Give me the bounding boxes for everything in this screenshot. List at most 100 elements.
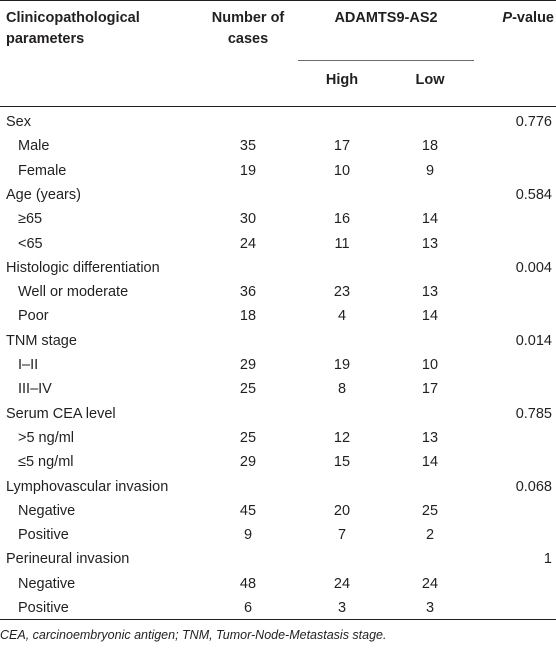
row-label: Positive <box>18 527 69 544</box>
row-label: Serum CEA level <box>6 405 116 422</box>
row-high: 16 <box>333 211 351 228</box>
row-cases: 9 <box>243 527 253 544</box>
table-row: Poor 18 4 14 <box>0 304 556 328</box>
row-high: 23 <box>333 284 351 301</box>
header-cases: Number of cases <box>211 10 285 47</box>
row-high: 3 <box>337 600 347 616</box>
row-low: 14 <box>421 454 439 471</box>
row-label: Sex <box>6 114 31 130</box>
table-row: Negative 45 20 25 <box>0 499 556 523</box>
table-top-rule <box>0 0 556 1</box>
header-bottom-rule <box>0 106 556 107</box>
row-label: Negative <box>18 575 76 592</box>
table-row: Negative 48 24 24 <box>0 572 556 596</box>
row-p-value: 0.776 <box>515 114 552 130</box>
table-row: Serum CEA level 0.785 <box>0 402 556 426</box>
row-p-value: 0.014 <box>515 332 552 349</box>
row-low: 25 <box>421 502 439 519</box>
row-cases: 25 <box>239 381 257 398</box>
row-cases: 18 <box>239 308 257 325</box>
row-label: Lymphovascular invasion <box>6 478 169 495</box>
row-high: 10 <box>333 162 351 179</box>
row-high: 8 <box>337 381 347 398</box>
table-row: Histologic differentiation 0.004 <box>0 256 556 280</box>
row-label: >5 ng/ml <box>18 429 75 446</box>
row-cases: 35 <box>239 138 257 155</box>
row-cases: 30 <box>239 211 257 228</box>
row-cases: 45 <box>239 502 257 519</box>
row-p-value: 0.584 <box>515 186 552 203</box>
row-label: <65 <box>18 235 43 252</box>
row-low: 13 <box>421 235 439 252</box>
table-bottom-rule <box>0 619 556 620</box>
row-cases: 48 <box>239 575 257 592</box>
table-row: III–IV 25 8 17 <box>0 377 556 401</box>
table-footnote: CEA, carcinoembryonic antigen; TNM, Tumo… <box>0 628 387 642</box>
table-row: Age (years) 0.584 <box>0 183 556 207</box>
row-cases: 24 <box>239 235 257 252</box>
row-label: Poor <box>18 308 49 325</box>
table-row: >5 ng/ml 25 12 13 <box>0 426 556 450</box>
table-row: Well or moderate 36 23 13 <box>0 280 556 304</box>
header-params: Clinicopathological parameters <box>6 10 140 47</box>
table-row: Perineural invasion 1 <box>0 547 556 571</box>
row-cases: 6 <box>243 600 253 616</box>
row-label: Negative <box>18 502 76 519</box>
row-high: 12 <box>333 429 351 446</box>
table-row: TNM stage 0.014 <box>0 329 556 353</box>
row-label: I–II <box>18 357 39 373</box>
row-low: 17 <box>421 381 439 398</box>
row-high: 24 <box>333 575 351 592</box>
row-high: 4 <box>337 308 347 325</box>
row-low: 10 <box>421 357 439 373</box>
row-high: 11 <box>334 235 350 252</box>
row-low: 14 <box>421 211 439 228</box>
row-low: 2 <box>425 527 435 544</box>
row-cases: 29 <box>239 454 257 471</box>
header-p-suffix: -value <box>512 10 554 26</box>
row-high: 15 <box>333 454 351 471</box>
row-label: ≥65 <box>18 211 43 228</box>
row-label: Positive <box>18 600 69 616</box>
row-low: 24 <box>421 575 439 592</box>
row-low: 13 <box>421 284 439 301</box>
row-cases: 36 <box>239 284 257 301</box>
row-low: 3 <box>425 600 435 616</box>
row-p-value: 0.068 <box>515 478 552 495</box>
gene-subheader-rule <box>298 60 474 61</box>
table-row: ≥65 30 16 14 <box>0 207 556 231</box>
table-row: I–II 29 19 10 <box>0 353 556 377</box>
row-label: III–IV <box>18 381 52 398</box>
row-label: Female <box>18 162 67 179</box>
row-low: 18 <box>421 138 439 155</box>
row-p-value: 1 <box>543 551 552 568</box>
row-high: 17 <box>333 138 351 155</box>
row-label: Male <box>18 138 50 155</box>
row-high: 7 <box>337 527 347 544</box>
row-label: TNM stage <box>6 332 77 349</box>
row-low: 9 <box>425 162 435 179</box>
table-row: ≤5 ng/ml 29 15 14 <box>0 450 556 474</box>
table-row: Positive 6 3 3 <box>0 596 556 620</box>
row-label: Perineural invasion <box>6 551 130 568</box>
table-row: Sex 0.776 <box>0 110 556 134</box>
header-p-value: P-value <box>476 8 554 29</box>
header-low: Low <box>415 72 445 88</box>
row-p-value: 0.785 <box>515 405 552 422</box>
row-label: Histologic differentiation <box>6 259 160 276</box>
header-p-italic: P <box>502 10 513 26</box>
row-low: 14 <box>421 308 439 325</box>
table-row: Male 35 17 18 <box>0 134 556 158</box>
row-cases: 19 <box>239 162 257 179</box>
row-cases: 29 <box>239 357 257 373</box>
row-label: ≤5 ng/ml <box>18 454 74 471</box>
table-row: Positive 9 7 2 <box>0 523 556 547</box>
table-row: Female 19 10 9 <box>0 159 556 183</box>
header-gene: ADAMTS9-AS2 <box>334 10 438 26</box>
row-high: 20 <box>333 502 351 519</box>
row-cases: 25 <box>239 429 257 446</box>
table-row: Lymphovascular invasion 0.068 <box>0 475 556 499</box>
row-low: 13 <box>421 429 439 446</box>
row-high: 19 <box>333 357 351 373</box>
table-row: <65 24 11 13 <box>0 232 556 256</box>
